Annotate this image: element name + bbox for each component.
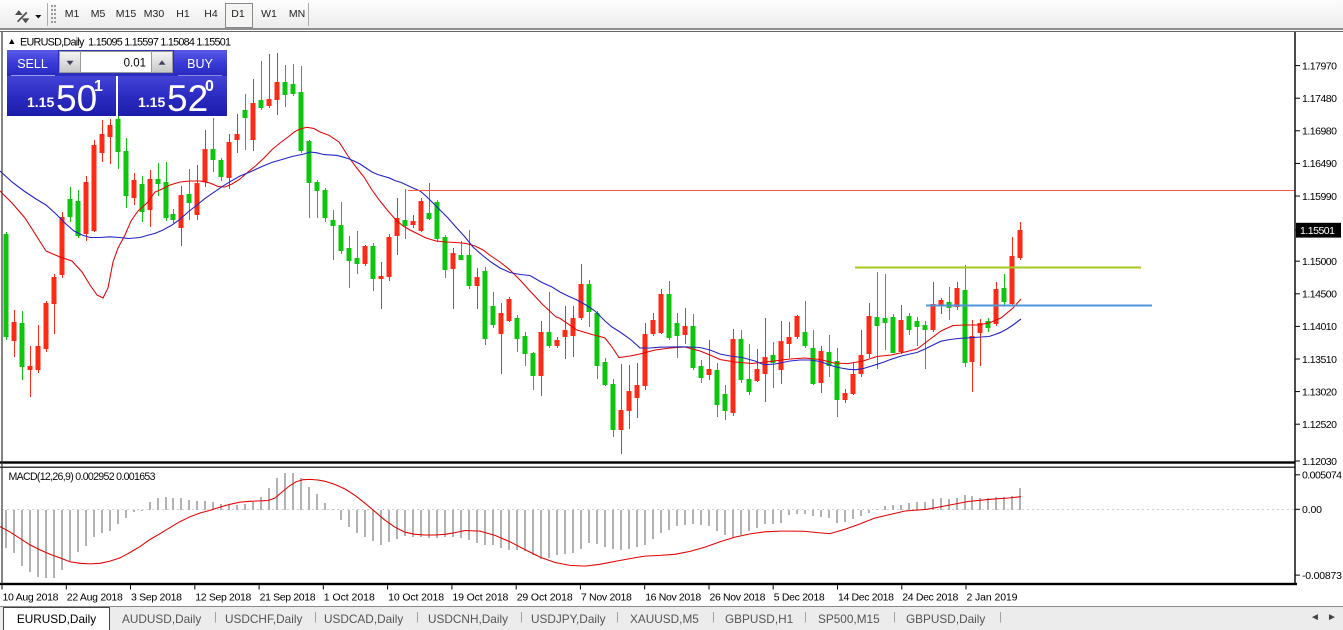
svg-text:5 Dec 2018: 5 Dec 2018 (774, 592, 825, 604)
svg-text:1.15: 1.15 (27, 94, 54, 110)
svg-text:1.16490: 1.16490 (1302, 158, 1337, 170)
svg-text:1.14010: 1.14010 (1302, 321, 1337, 333)
svg-text:1: 1 (94, 78, 103, 95)
svg-text:1.15000: 1.15000 (1302, 256, 1337, 268)
svg-text:19 Oct 2018: 19 Oct 2018 (452, 592, 508, 604)
svg-text:21 Sep 2018: 21 Sep 2018 (260, 592, 316, 604)
svg-text:24 Dec 2018: 24 Dec 2018 (902, 592, 958, 604)
svg-text:EURUSD,Daily 1.15095 1.15597: EURUSD,Daily 1.15095 1.15597 1.15084 1.1… (20, 37, 231, 49)
svg-text:14 Dec 2018: 14 Dec 2018 (838, 592, 894, 604)
svg-text:10 Oct 2018: 10 Oct 2018 (388, 592, 444, 604)
svg-text:1.16980: 1.16980 (1302, 126, 1337, 138)
svg-text:1.15: 1.15 (138, 94, 165, 110)
svg-text:1.12520: 1.12520 (1302, 419, 1337, 431)
svg-text:0.005074: 0.005074 (1302, 470, 1342, 482)
svg-text:16 Nov 2018: 16 Nov 2018 (645, 592, 701, 604)
svg-text:1.17970: 1.17970 (1302, 60, 1337, 72)
svg-text:1 Oct 2018: 1 Oct 2018 (324, 592, 375, 604)
svg-text:MACD(12,26,9) 0.002952 0.00165: MACD(12,26,9) 0.002952 0.001653 (9, 471, 156, 483)
svg-text:1.13020: 1.13020 (1302, 386, 1337, 398)
svg-text:1.13510: 1.13510 (1302, 354, 1337, 366)
svg-text:1.17480: 1.17480 (1302, 93, 1337, 105)
svg-text:1.12030: 1.12030 (1302, 456, 1337, 468)
svg-text:7 Nov 2018: 7 Nov 2018 (581, 592, 632, 604)
svg-text:1.15990: 1.15990 (1302, 191, 1337, 203)
svg-text:22 Aug 2018: 22 Aug 2018 (67, 592, 123, 604)
svg-text:0.01: 0.01 (124, 58, 146, 70)
svg-text:50: 50 (56, 78, 97, 119)
svg-text:1.15501: 1.15501 (1300, 225, 1335, 237)
svg-text:SELL: SELL (17, 57, 48, 71)
svg-text:2 Jan 2019: 2 Jan 2019 (967, 592, 1018, 604)
svg-text:29 Oct 2018: 29 Oct 2018 (517, 592, 573, 604)
svg-text:26 Nov 2018: 26 Nov 2018 (710, 592, 766, 604)
svg-text:0: 0 (205, 78, 214, 95)
svg-text:3 Sep 2018: 3 Sep 2018 (131, 592, 182, 604)
svg-text:1.14500: 1.14500 (1302, 289, 1337, 301)
svg-text:-0.00873: -0.00873 (1302, 570, 1342, 582)
svg-text:0.00: 0.00 (1302, 504, 1322, 516)
svg-text:BUY: BUY (187, 57, 213, 71)
svg-text:12 Sep 2018: 12 Sep 2018 (195, 592, 251, 604)
svg-text:10 Aug 2018: 10 Aug 2018 (3, 592, 59, 604)
svg-text:52: 52 (167, 78, 208, 119)
